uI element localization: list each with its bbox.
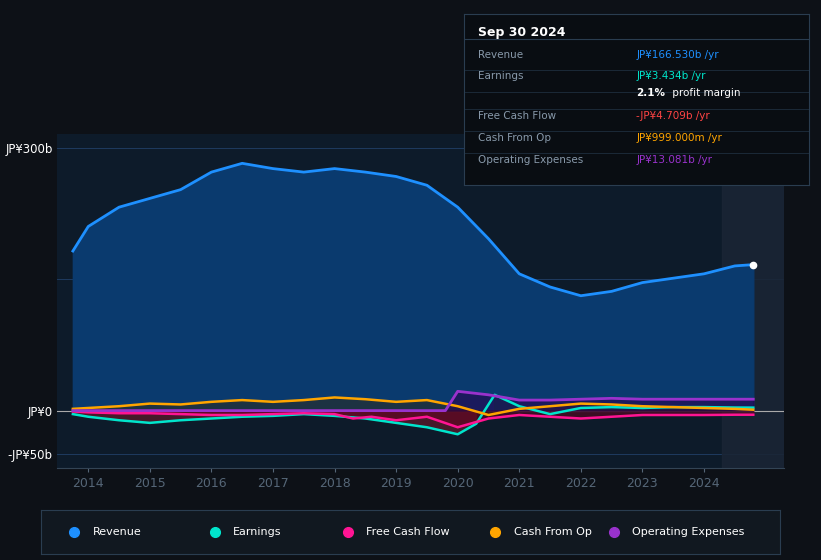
Text: profit margin: profit margin <box>669 88 741 99</box>
Text: -JP¥4.709b /yr: -JP¥4.709b /yr <box>636 111 710 120</box>
Text: 2.1%: 2.1% <box>636 88 665 99</box>
Bar <box>722 134 784 468</box>
Text: Earnings: Earnings <box>233 527 282 537</box>
Text: Free Cash Flow: Free Cash Flow <box>478 111 556 120</box>
Text: Revenue: Revenue <box>478 50 523 60</box>
Text: Operating Expenses: Operating Expenses <box>478 155 583 165</box>
Text: JP¥999.000m /yr: JP¥999.000m /yr <box>636 133 722 143</box>
Text: Cash From Op: Cash From Op <box>514 527 592 537</box>
Text: Revenue: Revenue <box>93 527 141 537</box>
Text: JP¥13.081b /yr: JP¥13.081b /yr <box>636 155 713 165</box>
Text: JP¥166.530b /yr: JP¥166.530b /yr <box>636 50 719 60</box>
Text: Cash From Op: Cash From Op <box>478 133 551 143</box>
Text: Operating Expenses: Operating Expenses <box>632 527 745 537</box>
Text: Earnings: Earnings <box>478 71 523 81</box>
Text: Free Cash Flow: Free Cash Flow <box>366 527 450 537</box>
Text: Sep 30 2024: Sep 30 2024 <box>478 26 565 39</box>
Text: JP¥3.434b /yr: JP¥3.434b /yr <box>636 71 706 81</box>
